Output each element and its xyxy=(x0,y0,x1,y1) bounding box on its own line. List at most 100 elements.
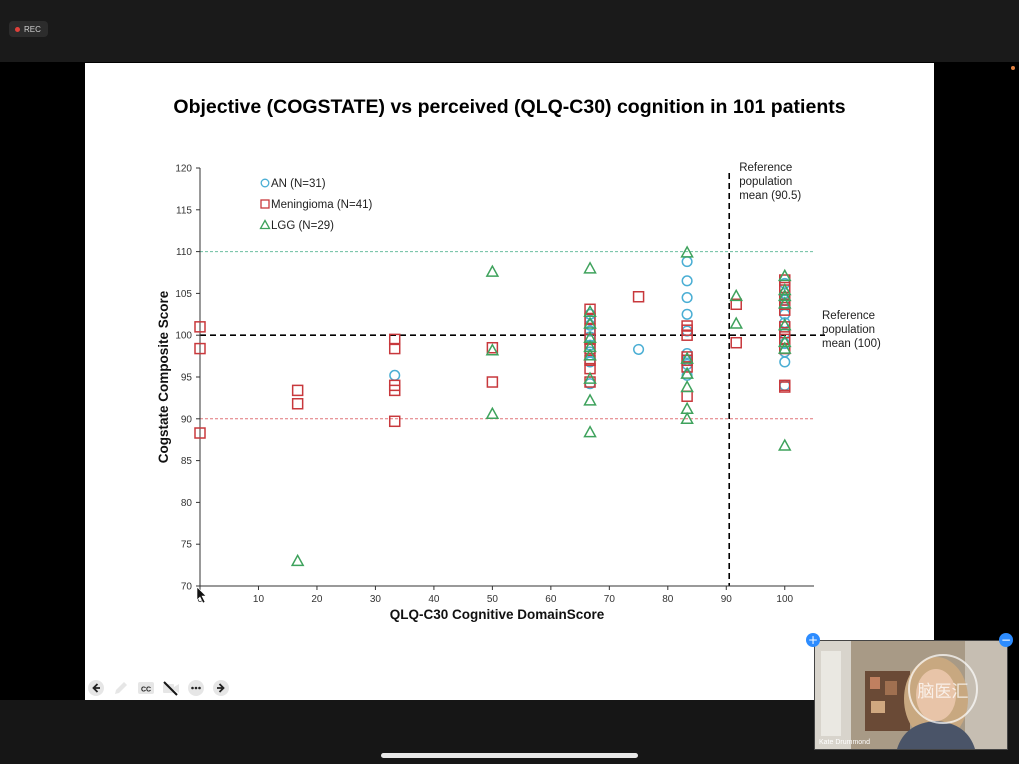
data-point-square xyxy=(584,312,596,325)
data-point-triangle xyxy=(777,318,792,331)
data-point-circle xyxy=(681,292,693,304)
y-tick-label: 105 xyxy=(175,289,192,300)
data-point-triangle xyxy=(777,438,792,451)
recording-indicator[interactable]: REC xyxy=(9,21,48,37)
data-point-triangle xyxy=(583,316,597,329)
data-point-circle xyxy=(633,343,645,355)
data-point-square xyxy=(681,390,693,402)
x-tick-label: 50 xyxy=(487,594,499,605)
captions-icon[interactable]: CC xyxy=(137,679,155,697)
data-point-circle xyxy=(779,356,791,368)
data-point-triangle xyxy=(485,264,500,277)
slide-title: Objective (COGSTATE) vs perceived (QLQ-C… xyxy=(173,96,846,118)
data-point-triangle xyxy=(777,334,792,348)
data-point-square xyxy=(681,361,693,373)
data-point-triangle xyxy=(777,288,792,302)
data-point-square xyxy=(291,398,304,410)
x-tick-label: 70 xyxy=(604,594,616,605)
status-dot-icon xyxy=(1011,66,1015,70)
y-tick-label: 100 xyxy=(175,331,192,342)
y-tick-label: 70 xyxy=(181,582,193,593)
data-point-square xyxy=(584,303,596,316)
data-point-square xyxy=(779,381,791,393)
data-point-square xyxy=(681,329,693,341)
reference-label: population xyxy=(739,176,792,188)
data-point-triangle xyxy=(485,343,500,356)
data-point-triangle xyxy=(583,393,597,406)
data-point-square xyxy=(388,415,401,428)
reference-label: population xyxy=(822,324,875,336)
y-tick-label: 75 xyxy=(181,540,193,551)
data-point-triangle xyxy=(777,341,792,354)
x-axis-label: QLQ-C30 Cognitive DomainScore xyxy=(390,607,605,622)
data-point-triangle xyxy=(729,316,743,329)
data-point-triangle xyxy=(680,351,694,364)
x-tick-label: 0 xyxy=(197,594,203,605)
reference-label: Reference xyxy=(739,162,792,174)
legend-label: Meningioma (N=41) xyxy=(271,199,372,211)
recording-dot-icon xyxy=(15,26,20,32)
y-tick-label: 85 xyxy=(181,456,193,467)
data-point-triangle xyxy=(485,406,500,420)
y-tick-label: 90 xyxy=(181,414,193,425)
watermark-logo: 脑医汇 xyxy=(917,682,969,702)
add-icon[interactable]: + xyxy=(806,633,820,647)
minimize-icon[interactable]: − xyxy=(999,633,1013,647)
data-point-square xyxy=(388,342,401,355)
data-point-square xyxy=(194,427,206,439)
presentation-controls: CC xyxy=(87,679,230,697)
home-indicator[interactable] xyxy=(381,753,638,758)
reference-label: mean (90.5) xyxy=(739,190,801,202)
scatter-chart: Reference population mean (90.5) Reference p… xyxy=(156,162,881,622)
x-tick-label: 20 xyxy=(311,594,323,605)
reference-label: mean (100) xyxy=(822,338,881,350)
y-tick-label: 115 xyxy=(176,205,192,216)
data-point-square xyxy=(291,384,304,397)
participant-video-feed xyxy=(815,641,1007,749)
data-point-circle xyxy=(681,275,693,287)
data-point-triangle xyxy=(583,304,597,318)
y-axis-label: Cogstate Composite Score xyxy=(156,290,171,463)
data-point-square xyxy=(486,341,499,354)
data-point-square xyxy=(779,321,791,333)
y-tick-label: 95 xyxy=(181,373,193,384)
data-point-square xyxy=(730,298,742,311)
pen-icon[interactable] xyxy=(112,679,130,697)
legend-marker xyxy=(260,178,270,188)
back-icon[interactable] xyxy=(87,679,105,697)
data-point-square xyxy=(194,321,206,333)
data-point-circle xyxy=(389,369,401,381)
data-point-circle xyxy=(681,256,693,268)
reference-label: Reference xyxy=(822,310,875,322)
data-point-triangle xyxy=(583,348,597,361)
x-tick-label: 30 xyxy=(370,594,382,605)
data-point-triangle xyxy=(680,379,694,393)
video-off-icon[interactable] xyxy=(162,679,180,697)
x-tick-label: 40 xyxy=(428,594,440,605)
data-point-square xyxy=(388,384,401,397)
data-point-square xyxy=(486,376,499,388)
data-point-triangle xyxy=(680,366,694,379)
y-tick-label: 120 xyxy=(175,164,192,175)
data-point-triangle xyxy=(583,261,597,274)
data-point-square xyxy=(388,333,401,346)
more-icon[interactable] xyxy=(187,679,205,697)
data-point-triangle xyxy=(583,425,597,438)
legend-label: AN (N=31) xyxy=(271,178,326,190)
x-tick-label: 10 xyxy=(253,594,265,605)
y-tick-label: 80 xyxy=(181,498,193,509)
data-point-triangle xyxy=(729,288,743,302)
data-point-square xyxy=(779,291,791,304)
data-point-triangle xyxy=(583,371,597,384)
data-point-triangle xyxy=(777,268,792,282)
data-point-triangle xyxy=(680,245,694,258)
meeting-top-bar: REC xyxy=(0,0,1019,62)
legend-marker xyxy=(260,199,270,209)
cursor-icon xyxy=(196,586,207,604)
y-tick-label: 110 xyxy=(176,247,192,258)
shared-slide: Objective (COGSTATE) vs perceived (QLQ-C… xyxy=(85,63,934,700)
x-tick-label: 60 xyxy=(545,594,557,605)
data-point-triangle xyxy=(777,282,792,296)
forward-icon[interactable] xyxy=(212,679,230,697)
participant-video-tile[interactable]: 脑医汇 Kate Drummond xyxy=(814,640,1008,750)
